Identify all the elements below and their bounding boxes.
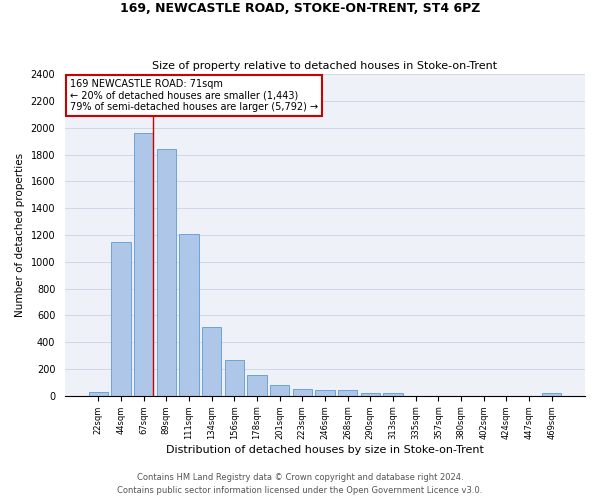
- Bar: [338, 390, 358, 396]
- Text: 169 NEWCASTLE ROAD: 71sqm
← 20% of detached houses are smaller (1,443)
79% of se: 169 NEWCASTLE ROAD: 71sqm ← 20% of detac…: [70, 79, 319, 112]
- Bar: [89, 392, 108, 396]
- Y-axis label: Number of detached properties: Number of detached properties: [15, 153, 25, 317]
- X-axis label: Distribution of detached houses by size in Stoke-on-Trent: Distribution of detached houses by size …: [166, 445, 484, 455]
- Bar: [112, 242, 131, 396]
- Text: 169, NEWCASTLE ROAD, STOKE-ON-TRENT, ST4 6PZ: 169, NEWCASTLE ROAD, STOKE-ON-TRENT, ST4…: [120, 2, 480, 16]
- Bar: [157, 149, 176, 396]
- Text: Contains HM Land Registry data © Crown copyright and database right 2024.
Contai: Contains HM Land Registry data © Crown c…: [118, 474, 482, 495]
- Bar: [542, 393, 562, 396]
- Bar: [316, 390, 335, 396]
- Bar: [179, 234, 199, 396]
- Bar: [361, 393, 380, 396]
- Bar: [224, 360, 244, 396]
- Bar: [270, 385, 289, 396]
- Bar: [247, 375, 266, 396]
- Bar: [383, 394, 403, 396]
- Bar: [134, 133, 153, 396]
- Bar: [202, 327, 221, 396]
- Title: Size of property relative to detached houses in Stoke-on-Trent: Size of property relative to detached ho…: [152, 60, 497, 70]
- Bar: [293, 389, 312, 396]
